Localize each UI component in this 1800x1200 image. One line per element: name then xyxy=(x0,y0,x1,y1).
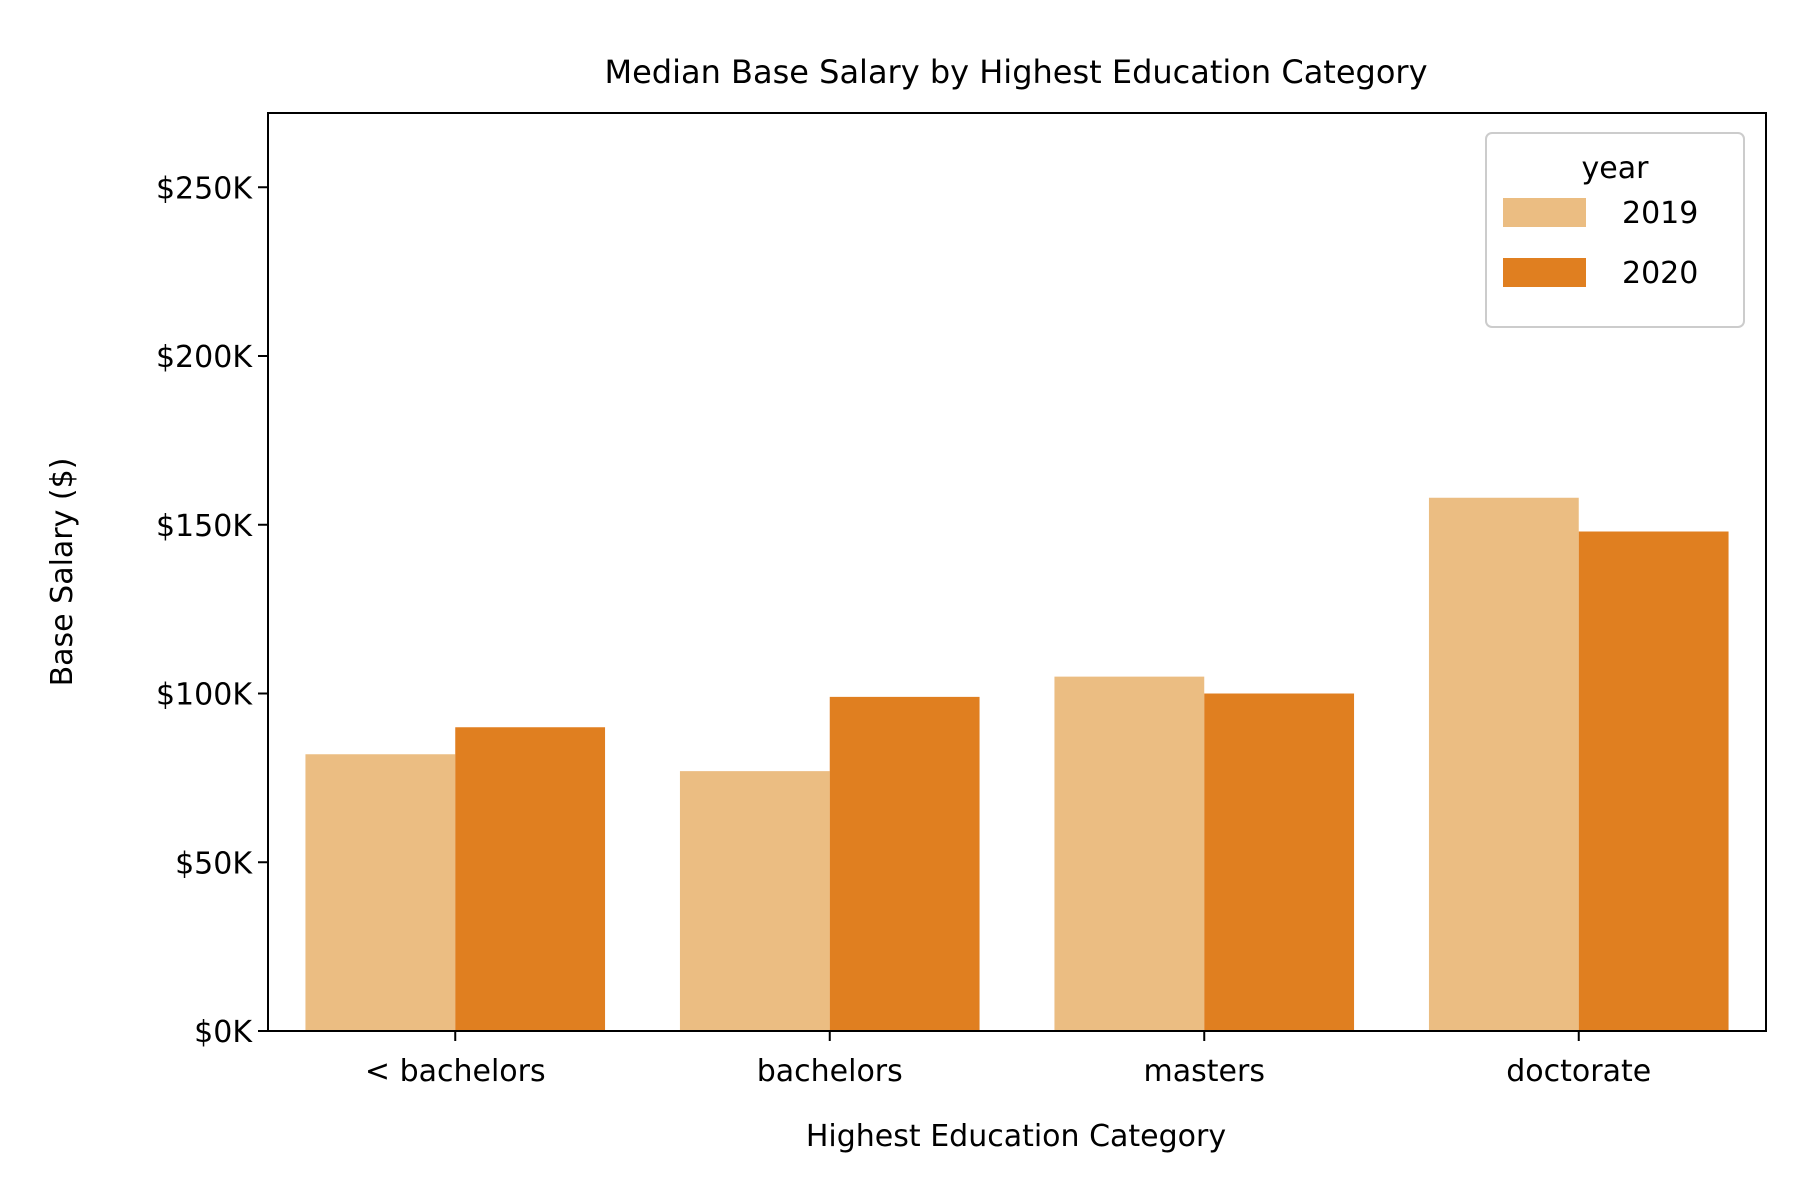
y-tick-label: $200K xyxy=(156,340,253,375)
x-tick-label: < bachelors xyxy=(365,1054,546,1089)
chart-title: Median Base Salary by Highest Education … xyxy=(604,53,1427,91)
y-tick-label: $100K xyxy=(156,678,253,713)
y-tick-label: $0K xyxy=(194,1015,253,1050)
legend-swatch-2019 xyxy=(1503,198,1586,227)
legend-items: 2019 2020 xyxy=(1503,196,1698,291)
bar-2019-2 xyxy=(1054,676,1205,1031)
x-tick-label: bachelors xyxy=(757,1054,903,1089)
y-axis-label: Base Salary ($) xyxy=(45,458,80,687)
bars-group xyxy=(305,497,1729,1031)
legend-swatch-2020 xyxy=(1503,258,1586,287)
bar-2019-1 xyxy=(679,771,830,1031)
bar-2020-3 xyxy=(1578,531,1729,1031)
x-axis-label: Highest Education Category xyxy=(806,1119,1226,1154)
bar-2020-0 xyxy=(455,727,606,1031)
y-tick-label: $150K xyxy=(156,509,253,544)
bar-2020-1 xyxy=(829,696,980,1031)
plot-frame xyxy=(267,112,1767,1032)
x-axis: < bachelors bachelors masters doctorate xyxy=(365,1031,1651,1089)
legend: year 2019 2020 xyxy=(1485,132,1745,328)
bar-2019-0 xyxy=(305,754,456,1031)
y-axis: $0K $50K $100K $150K $200K $250K xyxy=(156,171,268,1050)
x-tick-label: doctorate xyxy=(1506,1054,1651,1089)
bar-2020-2 xyxy=(1204,693,1355,1031)
legend-label-2019: 2019 xyxy=(1622,196,1698,231)
y-tick-label: $50K xyxy=(175,846,253,881)
bar-2019-3 xyxy=(1428,497,1579,1031)
legend-title: year xyxy=(1582,151,1650,186)
y-tick-label: $250K xyxy=(156,171,253,206)
legend-label-2020: 2020 xyxy=(1622,256,1698,291)
x-tick-label: masters xyxy=(1144,1054,1265,1089)
